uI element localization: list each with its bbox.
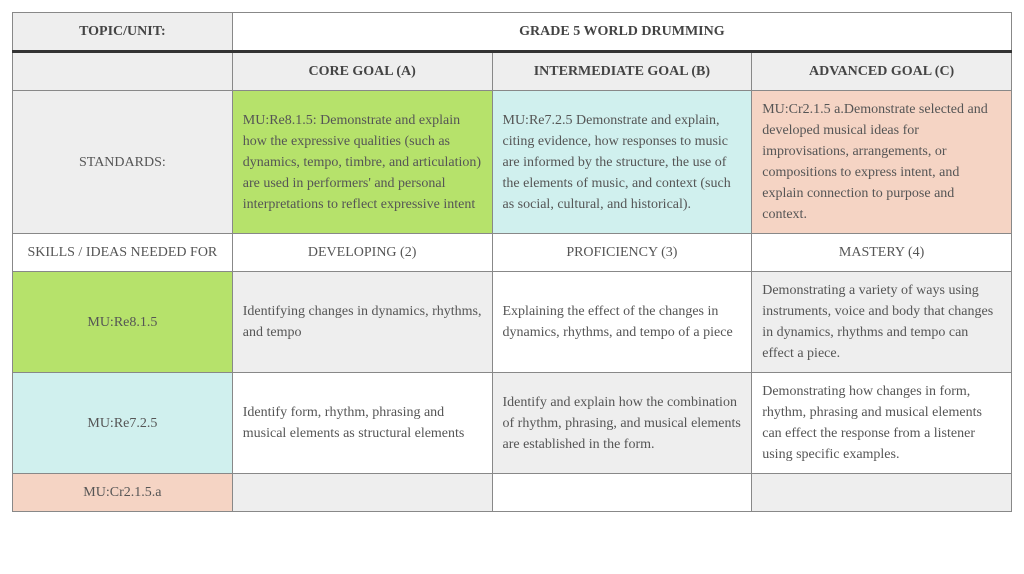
standards-c: MU:Cr2.1.5 a.Demonstrate selected and de…: [752, 91, 1012, 234]
rubric-table: TOPIC/UNIT: GRADE 5 WORLD DRUMMING CORE …: [12, 12, 1012, 512]
mastery-header: MASTERY (4): [752, 234, 1012, 272]
skill-code: MU:Cr2.1.5.a: [13, 474, 233, 512]
developing-header: DEVELOPING (2): [232, 234, 492, 272]
skill-developing: Identify form, rhythm, phrasing and musi…: [232, 373, 492, 474]
skill-developing: [232, 474, 492, 512]
goal-a-header: CORE GOAL (A): [232, 52, 492, 91]
skill-proficiency: [492, 474, 752, 512]
skills-header-row: SKILLS / IDEAS NEEDED FOR DEVELOPING (2)…: [13, 234, 1012, 272]
skill-code: MU:Re7.2.5: [13, 373, 233, 474]
skills-label: SKILLS / IDEAS NEEDED FOR: [13, 234, 233, 272]
skill-proficiency: Identify and explain how the combination…: [492, 373, 752, 474]
skill-proficiency: Explaining the effect of the changes in …: [492, 272, 752, 373]
goal-c-header: ADVANCED GOAL (C): [752, 52, 1012, 91]
header-row-goals: CORE GOAL (A) INTERMEDIATE GOAL (B) ADVA…: [13, 52, 1012, 91]
header-row-topic: TOPIC/UNIT: GRADE 5 WORLD DRUMMING: [13, 13, 1012, 52]
unit-title: GRADE 5 WORLD DRUMMING: [232, 13, 1011, 52]
standards-a: MU:Re8.1.5: Demonstrate and explain how …: [232, 91, 492, 234]
skill-row: MU:Re8.1.5 Identifying changes in dynami…: [13, 272, 1012, 373]
skill-mastery: Demonstrating a variety of ways using in…: [752, 272, 1012, 373]
skill-row: MU:Re7.2.5 Identify form, rhythm, phrasi…: [13, 373, 1012, 474]
standards-label: STANDARDS:: [13, 91, 233, 234]
goal-b-header: INTERMEDIATE GOAL (B): [492, 52, 752, 91]
skill-code: MU:Re8.1.5: [13, 272, 233, 373]
standards-b: MU:Re7.2.5 Demonstrate and explain, citi…: [492, 91, 752, 234]
skill-mastery: Demonstrating how changes in form, rhyth…: [752, 373, 1012, 474]
skill-row: MU:Cr2.1.5.a: [13, 474, 1012, 512]
skill-developing: Identifying changes in dynamics, rhythms…: [232, 272, 492, 373]
topic-label: TOPIC/UNIT:: [13, 13, 233, 52]
proficiency-header: PROFICIENCY (3): [492, 234, 752, 272]
skill-mastery: [752, 474, 1012, 512]
standards-row: STANDARDS: MU:Re8.1.5: Demonstrate and e…: [13, 91, 1012, 234]
blank-cell: [13, 52, 233, 91]
